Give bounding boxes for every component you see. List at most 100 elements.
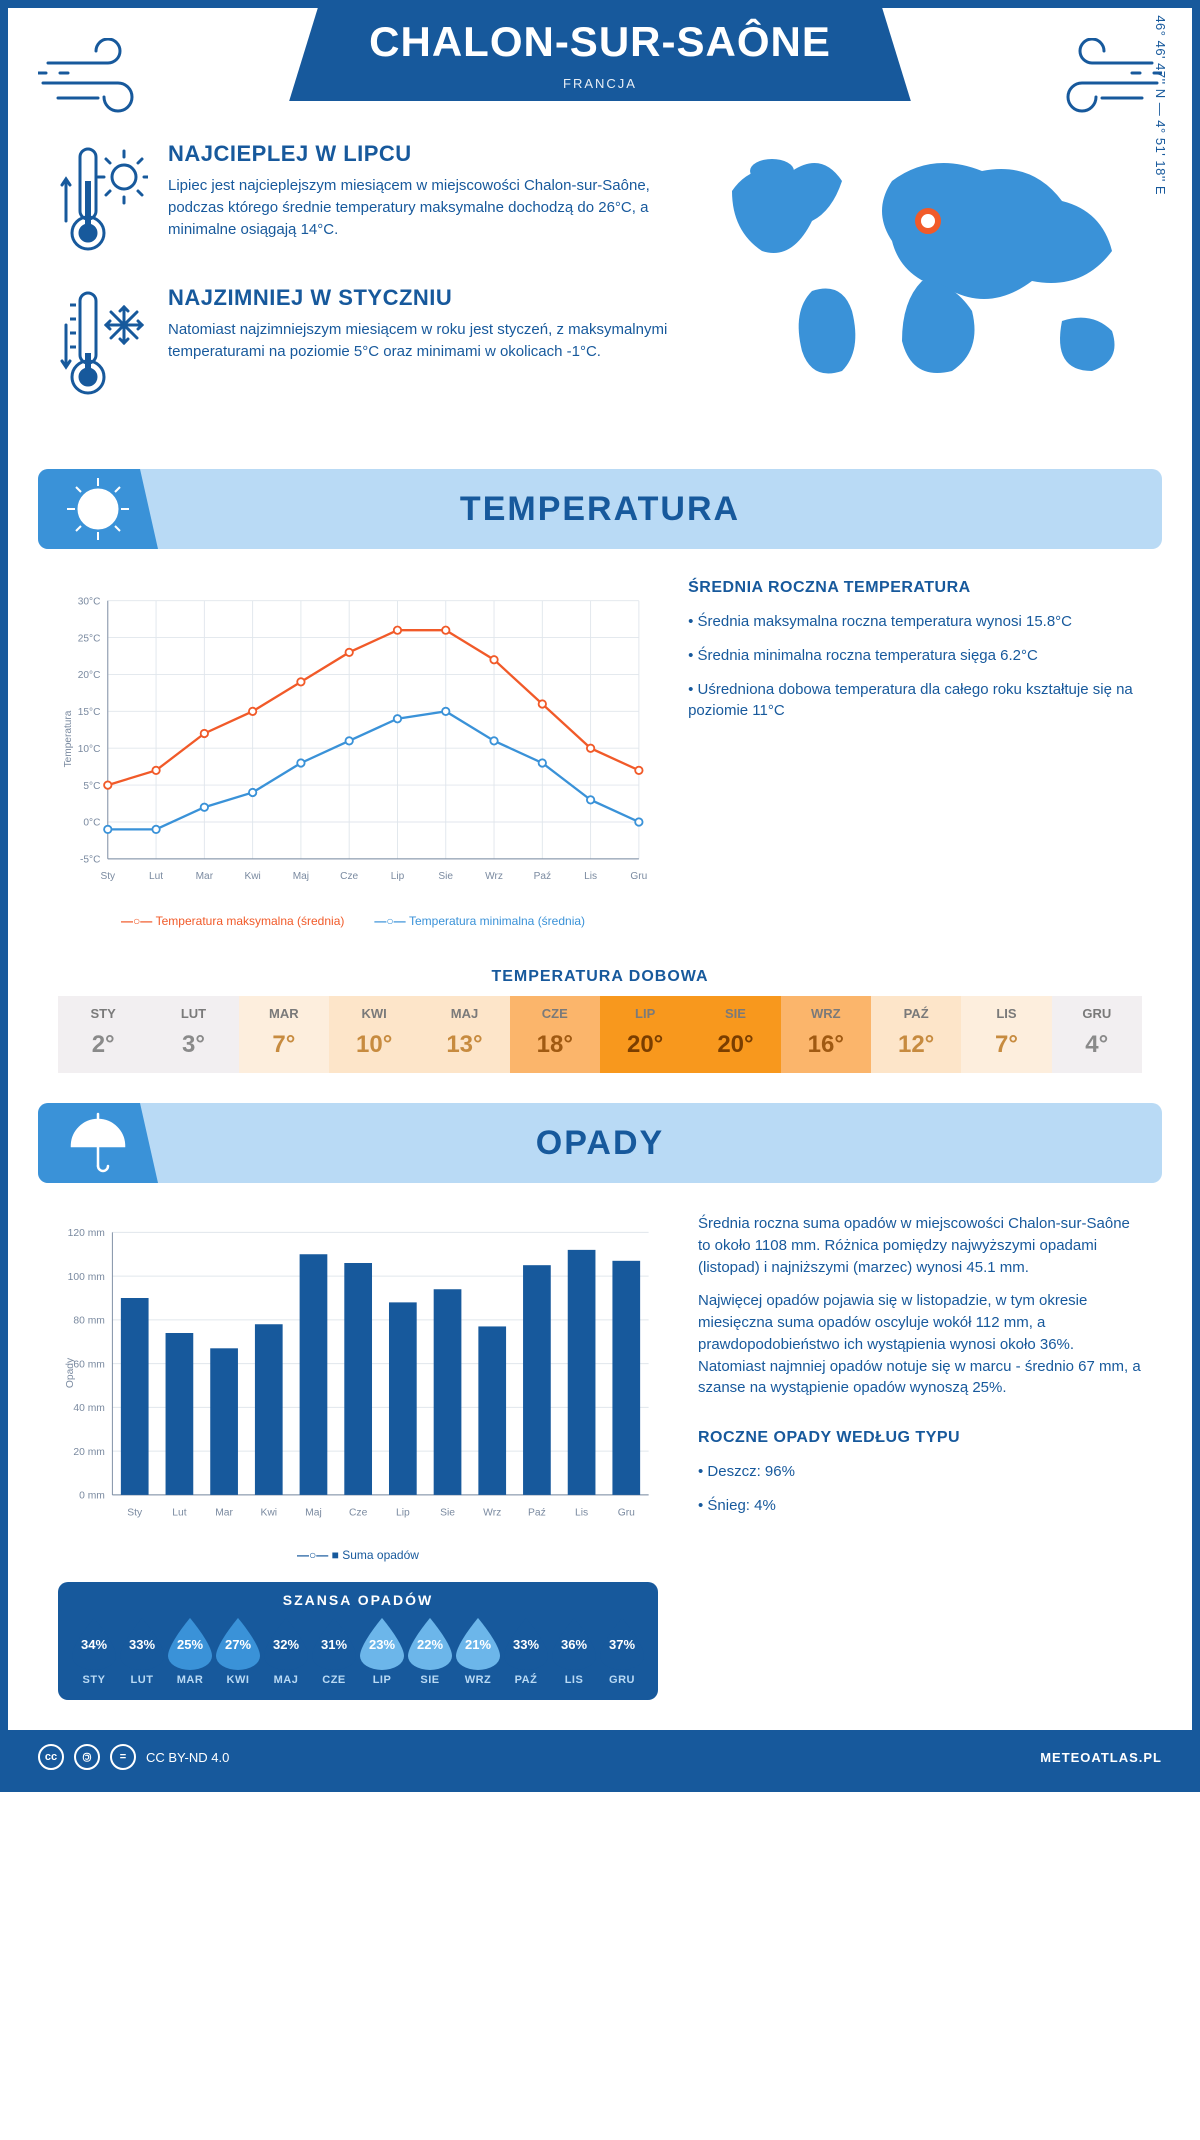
chance-drop: 33% LUT (120, 1618, 164, 1686)
daily-month: MAJ (423, 1006, 505, 1021)
svg-text:10°C: 10°C (78, 744, 101, 755)
svg-text:Kwi: Kwi (260, 1508, 277, 1519)
daily-cell: WRZ 16° (781, 996, 871, 1073)
drop-month: LIP (360, 1674, 404, 1686)
title-ribbon: CHALON-SUR-SAÔNE FRANCJA (289, 0, 911, 101)
fact-cold: NAJZIMNIEJ W STYCZNIU Natomiast najzimni… (58, 285, 672, 405)
chance-box: SZANSA OPADÓW 34% STY33% LUT25% MAR27% K… (58, 1582, 658, 1700)
svg-text:60 mm: 60 mm (73, 1359, 104, 1370)
legend-precip: ■ Suma opadów (297, 1548, 419, 1562)
svg-text:Sty: Sty (100, 871, 116, 882)
drop-icon: 33% (120, 1618, 164, 1670)
daily-value: 4° (1056, 1031, 1138, 1059)
daily-value: 16° (785, 1031, 867, 1059)
svg-text:0°C: 0°C (83, 818, 100, 829)
chance-drop: 34% STY (72, 1618, 116, 1686)
chance-title: SZANSA OPADÓW (72, 1592, 644, 1608)
fact-cold-title: NAJZIMNIEJ W STYCZNIU (168, 285, 672, 311)
svg-text:Lis: Lis (584, 871, 597, 882)
svg-text:Gru: Gru (618, 1508, 635, 1519)
daily-month: KWI (333, 1006, 415, 1021)
svg-text:120 mm: 120 mm (68, 1228, 105, 1239)
svg-text:Mar: Mar (215, 1508, 233, 1519)
svg-text:Paź: Paź (534, 871, 551, 882)
temperature-row: -5°C0°C5°C10°C15°C20°C25°C30°CStyLutMarK… (8, 559, 1192, 958)
precip-legend: ■ Suma opadów (58, 1548, 658, 1562)
daily-value: 12° (875, 1031, 957, 1059)
nd-icon: = (110, 1744, 136, 1770)
svg-text:Lip: Lip (391, 871, 405, 882)
drop-icon: 31% (312, 1618, 356, 1670)
svg-text:Lis: Lis (575, 1508, 588, 1519)
temp-bullet: • Średnia maksymalna roczna temperatura … (688, 611, 1142, 633)
svg-text:Sty: Sty (127, 1508, 143, 1519)
svg-text:Sie: Sie (438, 871, 453, 882)
chance-drop: 32% MAJ (264, 1618, 308, 1686)
daily-value: 20° (604, 1031, 686, 1059)
svg-text:Maj: Maj (305, 1508, 322, 1519)
temperature-side-text: ŚREDNIA ROCZNA TEMPERATURA • Średnia mak… (688, 579, 1142, 928)
drop-icon: 34% (72, 1618, 116, 1670)
daily-temp-table: STY 2°LUT 3°MAR 7°KWI 10°MAJ 13°CZE 18°L… (58, 996, 1142, 1073)
sun-tab-icon (38, 469, 158, 549)
daily-cell: LIP 20° (600, 996, 690, 1073)
drop-icon: 25% (168, 1618, 212, 1670)
precip-type: • Deszcz: 96% (698, 1461, 1142, 1483)
daily-value: 10° (333, 1031, 415, 1059)
drop-month: SIE (408, 1674, 452, 1686)
drop-icon: 37% (600, 1618, 644, 1670)
drop-month: LUT (120, 1674, 164, 1686)
drop-icon: 27% (216, 1618, 260, 1670)
temp-bullet: • Uśredniona dobowa temperatura dla całe… (688, 679, 1142, 723)
precip-type-title: ROCZNE OPADY WEDŁUG TYPU (698, 1429, 1142, 1447)
daily-value: 7° (243, 1031, 325, 1059)
daily-month: LUT (152, 1006, 234, 1021)
temperature-chart: -5°C0°C5°C10°C15°C20°C25°C30°CStyLutMarK… (58, 579, 648, 928)
chance-drop: 22% SIE (408, 1618, 452, 1686)
daily-value: 7° (965, 1031, 1047, 1059)
section-header-precip: OPADY (38, 1103, 1162, 1183)
chance-drop: 23% LIP (360, 1618, 404, 1686)
daily-month: LIP (604, 1006, 686, 1021)
avg-temp-title: ŚREDNIA ROCZNA TEMPERATURA (688, 579, 1142, 597)
daily-cell: PAŹ 12° (871, 996, 961, 1073)
svg-text:Lut: Lut (149, 871, 163, 882)
license-text: CC BY-ND 4.0 (146, 1750, 229, 1765)
drop-month: STY (72, 1674, 116, 1686)
svg-text:5°C: 5°C (83, 781, 100, 792)
precip-row: 0 mm20 mm40 mm60 mm80 mm100 mm120 mmOpad… (8, 1193, 1192, 1730)
daily-cell: CZE 18° (510, 996, 600, 1073)
chance-drop: 21% WRZ (456, 1618, 500, 1686)
wind-icon-right (1042, 38, 1162, 118)
daily-month: LIS (965, 1006, 1047, 1021)
drop-icon: 32% (264, 1618, 308, 1670)
country-name: FRANCJA (369, 76, 831, 91)
svg-text:Maj: Maj (293, 871, 309, 882)
fact-hot: NAJCIEPLEJ W LIPCU Lipiec jest najcieple… (58, 141, 672, 261)
daily-cell: SIE 20° (690, 996, 780, 1073)
daily-cell: LUT 3° (148, 996, 238, 1073)
temperature-title: TEMPERATURA (460, 490, 740, 529)
precip-side-text: Średnia roczna suma opadów w miejscowośc… (698, 1213, 1142, 1700)
section-header-temperature: TEMPERATURA (38, 469, 1162, 549)
svg-text:Temperatura: Temperatura (63, 710, 74, 767)
daily-month: WRZ (785, 1006, 867, 1021)
precip-type: • Śnieg: 4% (698, 1495, 1142, 1517)
precip-p1: Średnia roczna suma opadów w miejscowośc… (698, 1213, 1142, 1278)
chance-drop: 25% MAR (168, 1618, 212, 1686)
svg-text:25°C: 25°C (78, 633, 101, 644)
svg-text:40 mm: 40 mm (73, 1403, 104, 1414)
drop-icon: 36% (552, 1618, 596, 1670)
daily-month: MAR (243, 1006, 325, 1021)
daily-value: 3° (152, 1031, 234, 1059)
umbrella-tab-icon (38, 1103, 158, 1183)
svg-text:Paź: Paź (528, 1508, 546, 1519)
svg-text:Lip: Lip (396, 1508, 410, 1519)
drop-icon: 22% (408, 1618, 452, 1670)
header: CHALON-SUR-SAÔNE FRANCJA (8, 8, 1192, 121)
drop-month: GRU (600, 1674, 644, 1686)
daily-month: GRU (1056, 1006, 1138, 1021)
wind-icon-left (38, 38, 158, 118)
precip-title: OPADY (536, 1124, 664, 1163)
daily-value: 13° (423, 1031, 505, 1059)
